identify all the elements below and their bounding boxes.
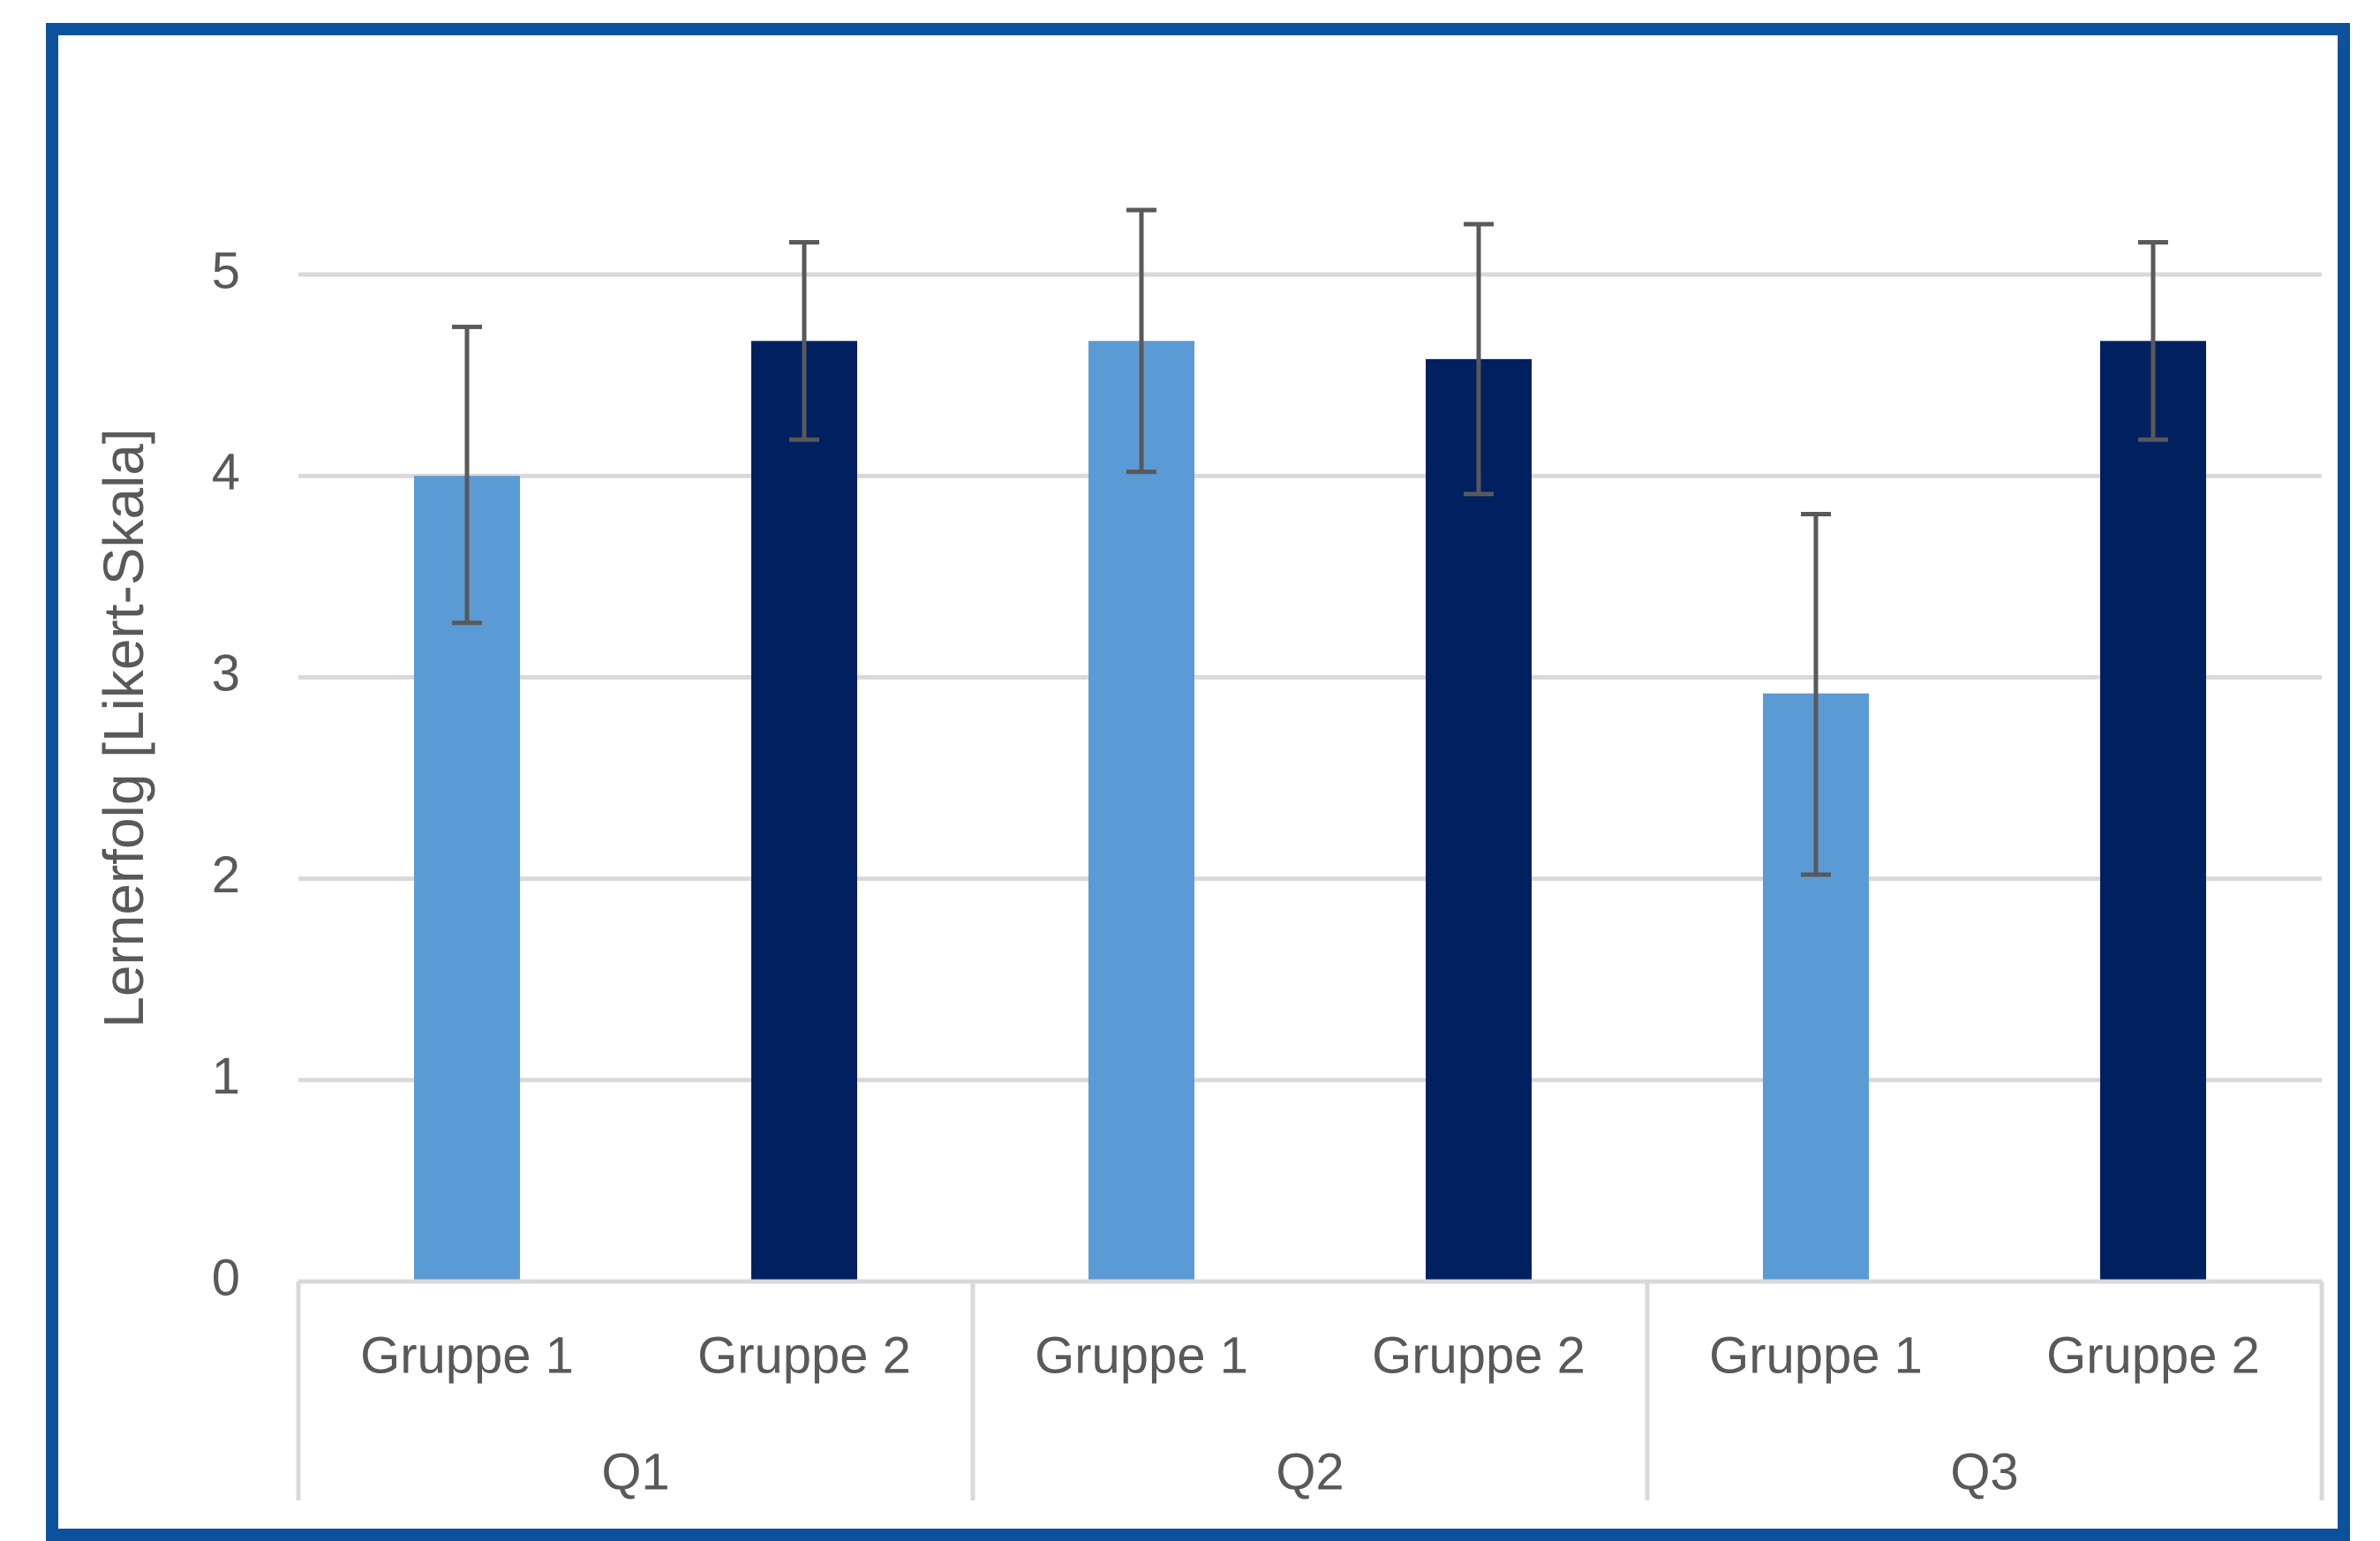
y-tick-label: 5 bbox=[212, 242, 240, 299]
y-tick-label: 0 bbox=[212, 1249, 240, 1306]
bar bbox=[2100, 341, 2206, 1282]
x-category-label: Gruppe 1 bbox=[1035, 1327, 1248, 1384]
gridlines bbox=[298, 272, 2322, 1083]
y-tick-label: 2 bbox=[212, 846, 240, 904]
x-category-label: Gruppe 2 bbox=[697, 1327, 911, 1384]
x-group-label: Q2 bbox=[1276, 1443, 1344, 1500]
x-group-label: Q1 bbox=[601, 1443, 669, 1500]
x-axis: Gruppe 1 Gruppe 2 Q1 Gruppe 1 Gruppe 2 Q2 Grup… bbox=[296, 1279, 2324, 1500]
y-tick-label: 1 bbox=[212, 1048, 240, 1105]
bar bbox=[1426, 358, 1532, 1282]
x-category-label: Gruppe 1 bbox=[1709, 1327, 1923, 1384]
y-tick-label: 3 bbox=[212, 645, 240, 703]
bars bbox=[414, 341, 2206, 1282]
x-category-label: Gruppe 1 bbox=[360, 1327, 574, 1384]
bar bbox=[1088, 341, 1194, 1282]
y-axis-title: Lernerfolg [Likert-Skala] bbox=[92, 428, 155, 1027]
y-axis-ticks: 0 1 2 3 4 5 bbox=[212, 242, 240, 1306]
y-tick-label: 4 bbox=[212, 444, 240, 501]
bar bbox=[751, 341, 857, 1282]
x-category-label: Gruppe 2 bbox=[2046, 1327, 2260, 1384]
x-group-label: Q3 bbox=[1950, 1443, 2018, 1500]
error-bars bbox=[452, 207, 2168, 877]
x-category-label: Gruppe 2 bbox=[1372, 1327, 1585, 1384]
